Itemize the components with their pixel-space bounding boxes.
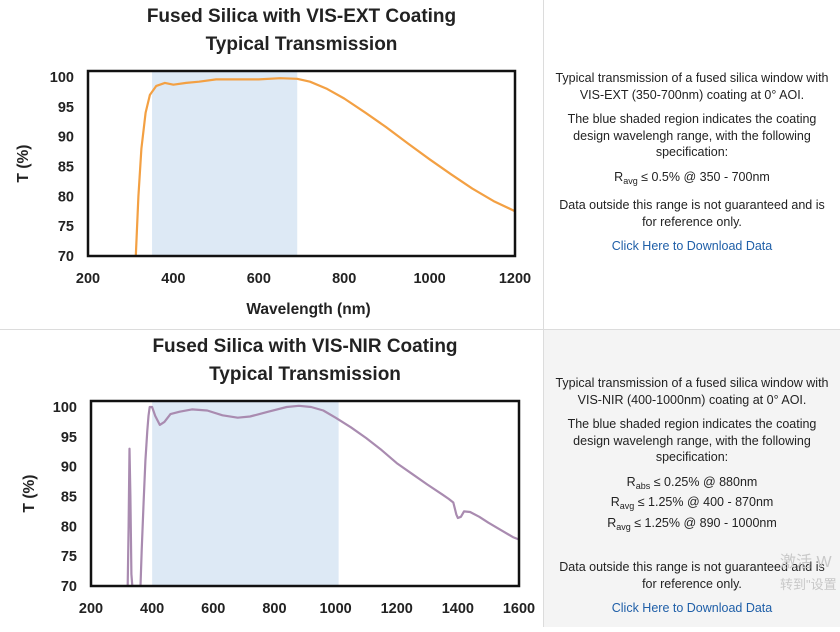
y-tick-label: 80 (61, 519, 77, 535)
x-tick-label: 400 (161, 271, 185, 287)
intro-text: Typical transmission of a fused silica w… (555, 71, 829, 102)
x-tick-label: 1200 (499, 271, 531, 287)
spec-list: Rabs ≤ 0.25% @ 880nm Ravg ≤ 1.25% @ 400 -… (554, 474, 830, 536)
download-data-link[interactable]: Click Here to Download Data (611, 601, 773, 615)
y-tick-label: 100 (53, 400, 77, 416)
y-tick-label: 75 (58, 219, 74, 235)
x-tick-label: 200 (76, 271, 100, 287)
x-axis-label: Wavelength (nm) (246, 301, 370, 318)
panel-vis-nir: Fused Silica with VIS-NIR Coating Typical… (0, 330, 840, 627)
panel-vis-ext: Fused Silica with VIS-EXT Coating Typical… (0, 0, 840, 330)
chart-cell-vis-ext: Fused Silica with VIS-EXT Coating Typical… (0, 0, 544, 329)
y-tick-label: 95 (58, 100, 74, 116)
chart-vis-nir: Fused Silica with VIS-NIR Coating Typical… (21, 336, 535, 617)
spec-symbol: R (614, 169, 624, 184)
y-tick-label: 80 (58, 189, 74, 205)
spec-symbol: R (610, 495, 620, 509)
x-tick-label: 1000 (319, 601, 351, 617)
x-tick-label: 600 (247, 271, 271, 287)
x-tick-label: 800 (332, 271, 356, 287)
chart-title: Fused Silica with VIS-NIR Coating (152, 336, 457, 357)
shaded-region-note: The blue shaded region indicates the coa… (567, 417, 817, 464)
intro-text: Typical transmission of a fused silica w… (555, 376, 829, 407)
spec-value: ≤ 1.25% @ 890 - 1000nm (630, 515, 777, 530)
spec-subscript: abs (635, 480, 651, 491)
chart-title: Fused Silica with VIS-EXT Coating (147, 6, 456, 27)
x-tick-label: 200 (79, 601, 103, 617)
y-tick-label: 90 (61, 460, 77, 476)
y-tick-label: 70 (58, 249, 74, 265)
design-range-band (152, 71, 298, 256)
y-tick-label: 75 (61, 549, 77, 565)
y-tick-label: 85 (58, 159, 74, 175)
x-tick-label: 600 (201, 601, 225, 617)
y-tick-label: 85 (61, 489, 77, 505)
y-tick-label: 95 (61, 430, 77, 446)
spec-line: Ravg ≤ 1.25% @ 890 - 1000nm (554, 515, 830, 536)
spec-value: ≤ 0.5% @ 350 - 700nm (637, 169, 770, 184)
shaded-region-note: The blue shaded region indicates the coa… (567, 112, 817, 159)
y-tick-label: 90 (58, 130, 74, 146)
transmission-curve (126, 404, 519, 586)
spec-subscript: avg (616, 521, 631, 532)
y-tick-label: 70 (61, 579, 77, 595)
y-tick-label: 100 (50, 70, 74, 86)
spec-subscript: avg (623, 175, 638, 186)
spec-list: Ravg ≤ 0.5% @ 350 - 700nm (554, 169, 830, 190)
disclaimer-text: Data outside this range is not guarantee… (559, 560, 825, 591)
spec-line: Ravg ≤ 1.25% @ 400 - 870nm (554, 494, 830, 515)
x-tick-label: 1600 (503, 601, 535, 617)
x-tick-label: 1200 (381, 601, 413, 617)
spec-value: ≤ 1.25% @ 400 - 870nm (634, 495, 774, 509)
spec-symbol: R (607, 515, 617, 530)
spec-line: Ravg ≤ 0.5% @ 350 - 700nm (554, 169, 830, 190)
download-data-link[interactable]: Click Here to Download Data (611, 239, 773, 253)
spec-subscript: avg (619, 501, 635, 511)
chart-vis-ext: Fused Silica with VIS-EXT Coating Typical… (15, 6, 531, 318)
x-tick-label: 1000 (413, 271, 445, 287)
chart-cell-vis-nir: Fused Silica with VIS-NIR Coating Typical… (0, 330, 544, 627)
x-tick-label: 1400 (442, 601, 474, 617)
chart-subtitle: Typical Transmission (206, 34, 398, 55)
spec-symbol: R (626, 474, 636, 489)
x-tick-label: 400 (140, 601, 164, 617)
y-axis-label: T (%) (21, 475, 38, 513)
chart-subtitle: Typical Transmission (209, 364, 401, 385)
design-range-band (152, 401, 339, 586)
plot-frame (89, 399, 521, 588)
spec-value: ≤ 0.25% @ 880nm (650, 474, 758, 489)
transmission-curve (134, 77, 515, 256)
plot-frame (86, 69, 517, 258)
description-vis-nir: Typical transmission of a fused silica w… (544, 330, 840, 627)
x-tick-label: 800 (262, 601, 286, 617)
description-vis-ext: Typical transmission of a fused silica w… (544, 0, 840, 329)
disclaimer-text: Data outside this range is not guarantee… (559, 198, 825, 229)
y-axis-label: T (%) (15, 145, 32, 183)
spec-line: Rabs ≤ 0.25% @ 880nm (554, 474, 830, 495)
